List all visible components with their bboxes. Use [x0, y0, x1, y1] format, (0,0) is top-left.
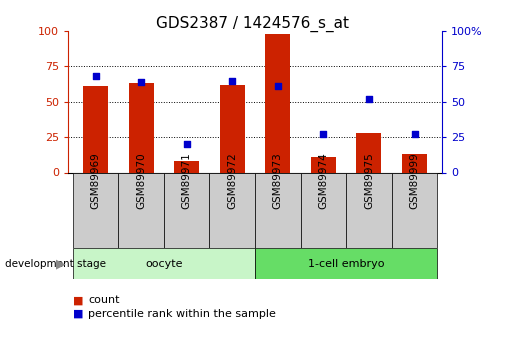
Point [137, 79, 145, 85]
Bar [300, 172, 346, 248]
Bar [210, 172, 255, 248]
Bar [73, 248, 255, 279]
Text: count: count [88, 295, 120, 305]
Bar [402, 154, 427, 172]
Bar [174, 161, 199, 172]
Bar [118, 172, 164, 248]
Bar [255, 172, 300, 248]
Bar [346, 172, 392, 248]
Point [91, 73, 99, 79]
Bar [357, 133, 381, 172]
Bar [83, 86, 108, 172]
Text: GDS2387 / 1424576_s_at: GDS2387 / 1424576_s_at [156, 16, 349, 32]
Text: development stage: development stage [5, 259, 106, 269]
Text: GSM89969: GSM89969 [90, 152, 100, 209]
Bar [129, 83, 154, 172]
Point [228, 78, 236, 83]
Text: oocyte: oocyte [145, 259, 183, 269]
Text: 1-cell embryo: 1-cell embryo [308, 259, 384, 269]
Bar [311, 157, 336, 172]
Text: GSM89971: GSM89971 [182, 152, 192, 209]
Text: GSM89999: GSM89999 [410, 152, 420, 209]
Text: ■: ■ [73, 295, 84, 305]
Point [365, 96, 373, 102]
Bar [392, 172, 437, 248]
Point [411, 131, 419, 137]
Point [274, 83, 282, 89]
Text: GSM89972: GSM89972 [227, 152, 237, 209]
Text: GSM89974: GSM89974 [318, 152, 328, 209]
Bar [73, 172, 118, 248]
Point [183, 141, 191, 147]
Bar [265, 34, 290, 172]
Text: ■: ■ [73, 309, 84, 319]
Text: percentile rank within the sample: percentile rank within the sample [88, 309, 276, 319]
Bar [255, 248, 437, 279]
Text: GSM89970: GSM89970 [136, 152, 146, 209]
Text: GSM89973: GSM89973 [273, 152, 283, 209]
Text: GSM89975: GSM89975 [364, 152, 374, 209]
Text: ▶: ▶ [56, 257, 66, 270]
Bar [164, 172, 210, 248]
Point [319, 131, 327, 137]
Bar [220, 85, 245, 172]
